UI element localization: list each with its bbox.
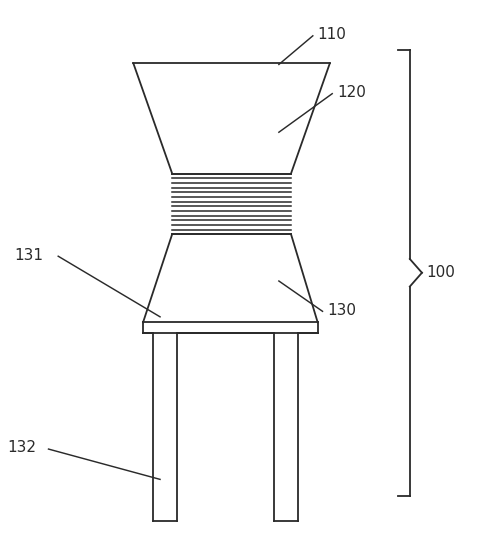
Text: 132: 132 (7, 440, 36, 456)
Text: 131: 131 (15, 247, 44, 263)
Text: 130: 130 (327, 302, 356, 318)
Text: 120: 120 (336, 85, 365, 100)
Text: 100: 100 (426, 265, 455, 280)
Text: 110: 110 (317, 27, 346, 42)
